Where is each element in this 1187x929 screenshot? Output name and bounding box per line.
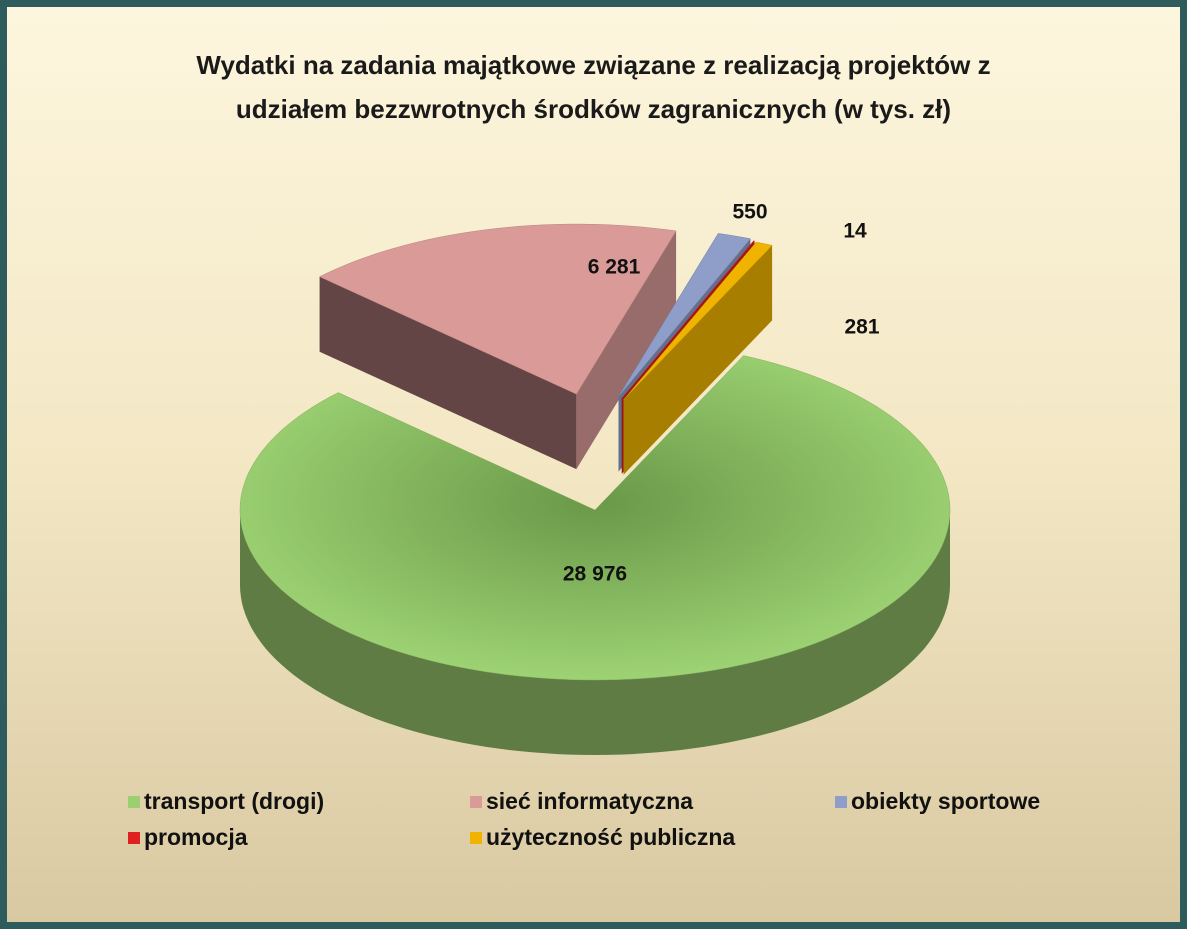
legend-label: promocja bbox=[144, 824, 248, 850]
legend-marker bbox=[128, 832, 140, 844]
slice bbox=[621, 240, 756, 399]
chart-title: Wydatki na zadania majątkowe związane z … bbox=[196, 50, 991, 124]
chart: 28 976 6 281 550 14 281 transport (drogi) sieć… bbox=[128, 201, 1040, 850]
legend-label: sieć informatyczna bbox=[486, 788, 693, 814]
slice bbox=[239, 355, 951, 681]
slice bbox=[618, 233, 751, 397]
slice-wall bbox=[240, 510, 950, 755]
data-label: 281 bbox=[844, 316, 879, 339]
slice bbox=[319, 223, 677, 395]
legend-marker bbox=[835, 796, 847, 808]
legend-label: transport (drogi) bbox=[144, 788, 324, 814]
legend-marker bbox=[470, 796, 482, 808]
slice-side bbox=[623, 245, 773, 475]
data-label: 550 bbox=[732, 201, 767, 224]
data-label: 14 bbox=[843, 220, 867, 243]
legend-marker bbox=[470, 832, 482, 844]
slice bbox=[623, 241, 773, 400]
legend-label: użyteczność publiczna bbox=[486, 824, 735, 850]
legend-marker bbox=[128, 796, 140, 808]
data-label: 28 976 bbox=[563, 563, 627, 586]
legend-label: obiekty sportowe bbox=[851, 788, 1040, 814]
data-label: 6 281 bbox=[588, 256, 641, 279]
slice-side bbox=[576, 230, 677, 470]
slice-side bbox=[319, 276, 577, 470]
